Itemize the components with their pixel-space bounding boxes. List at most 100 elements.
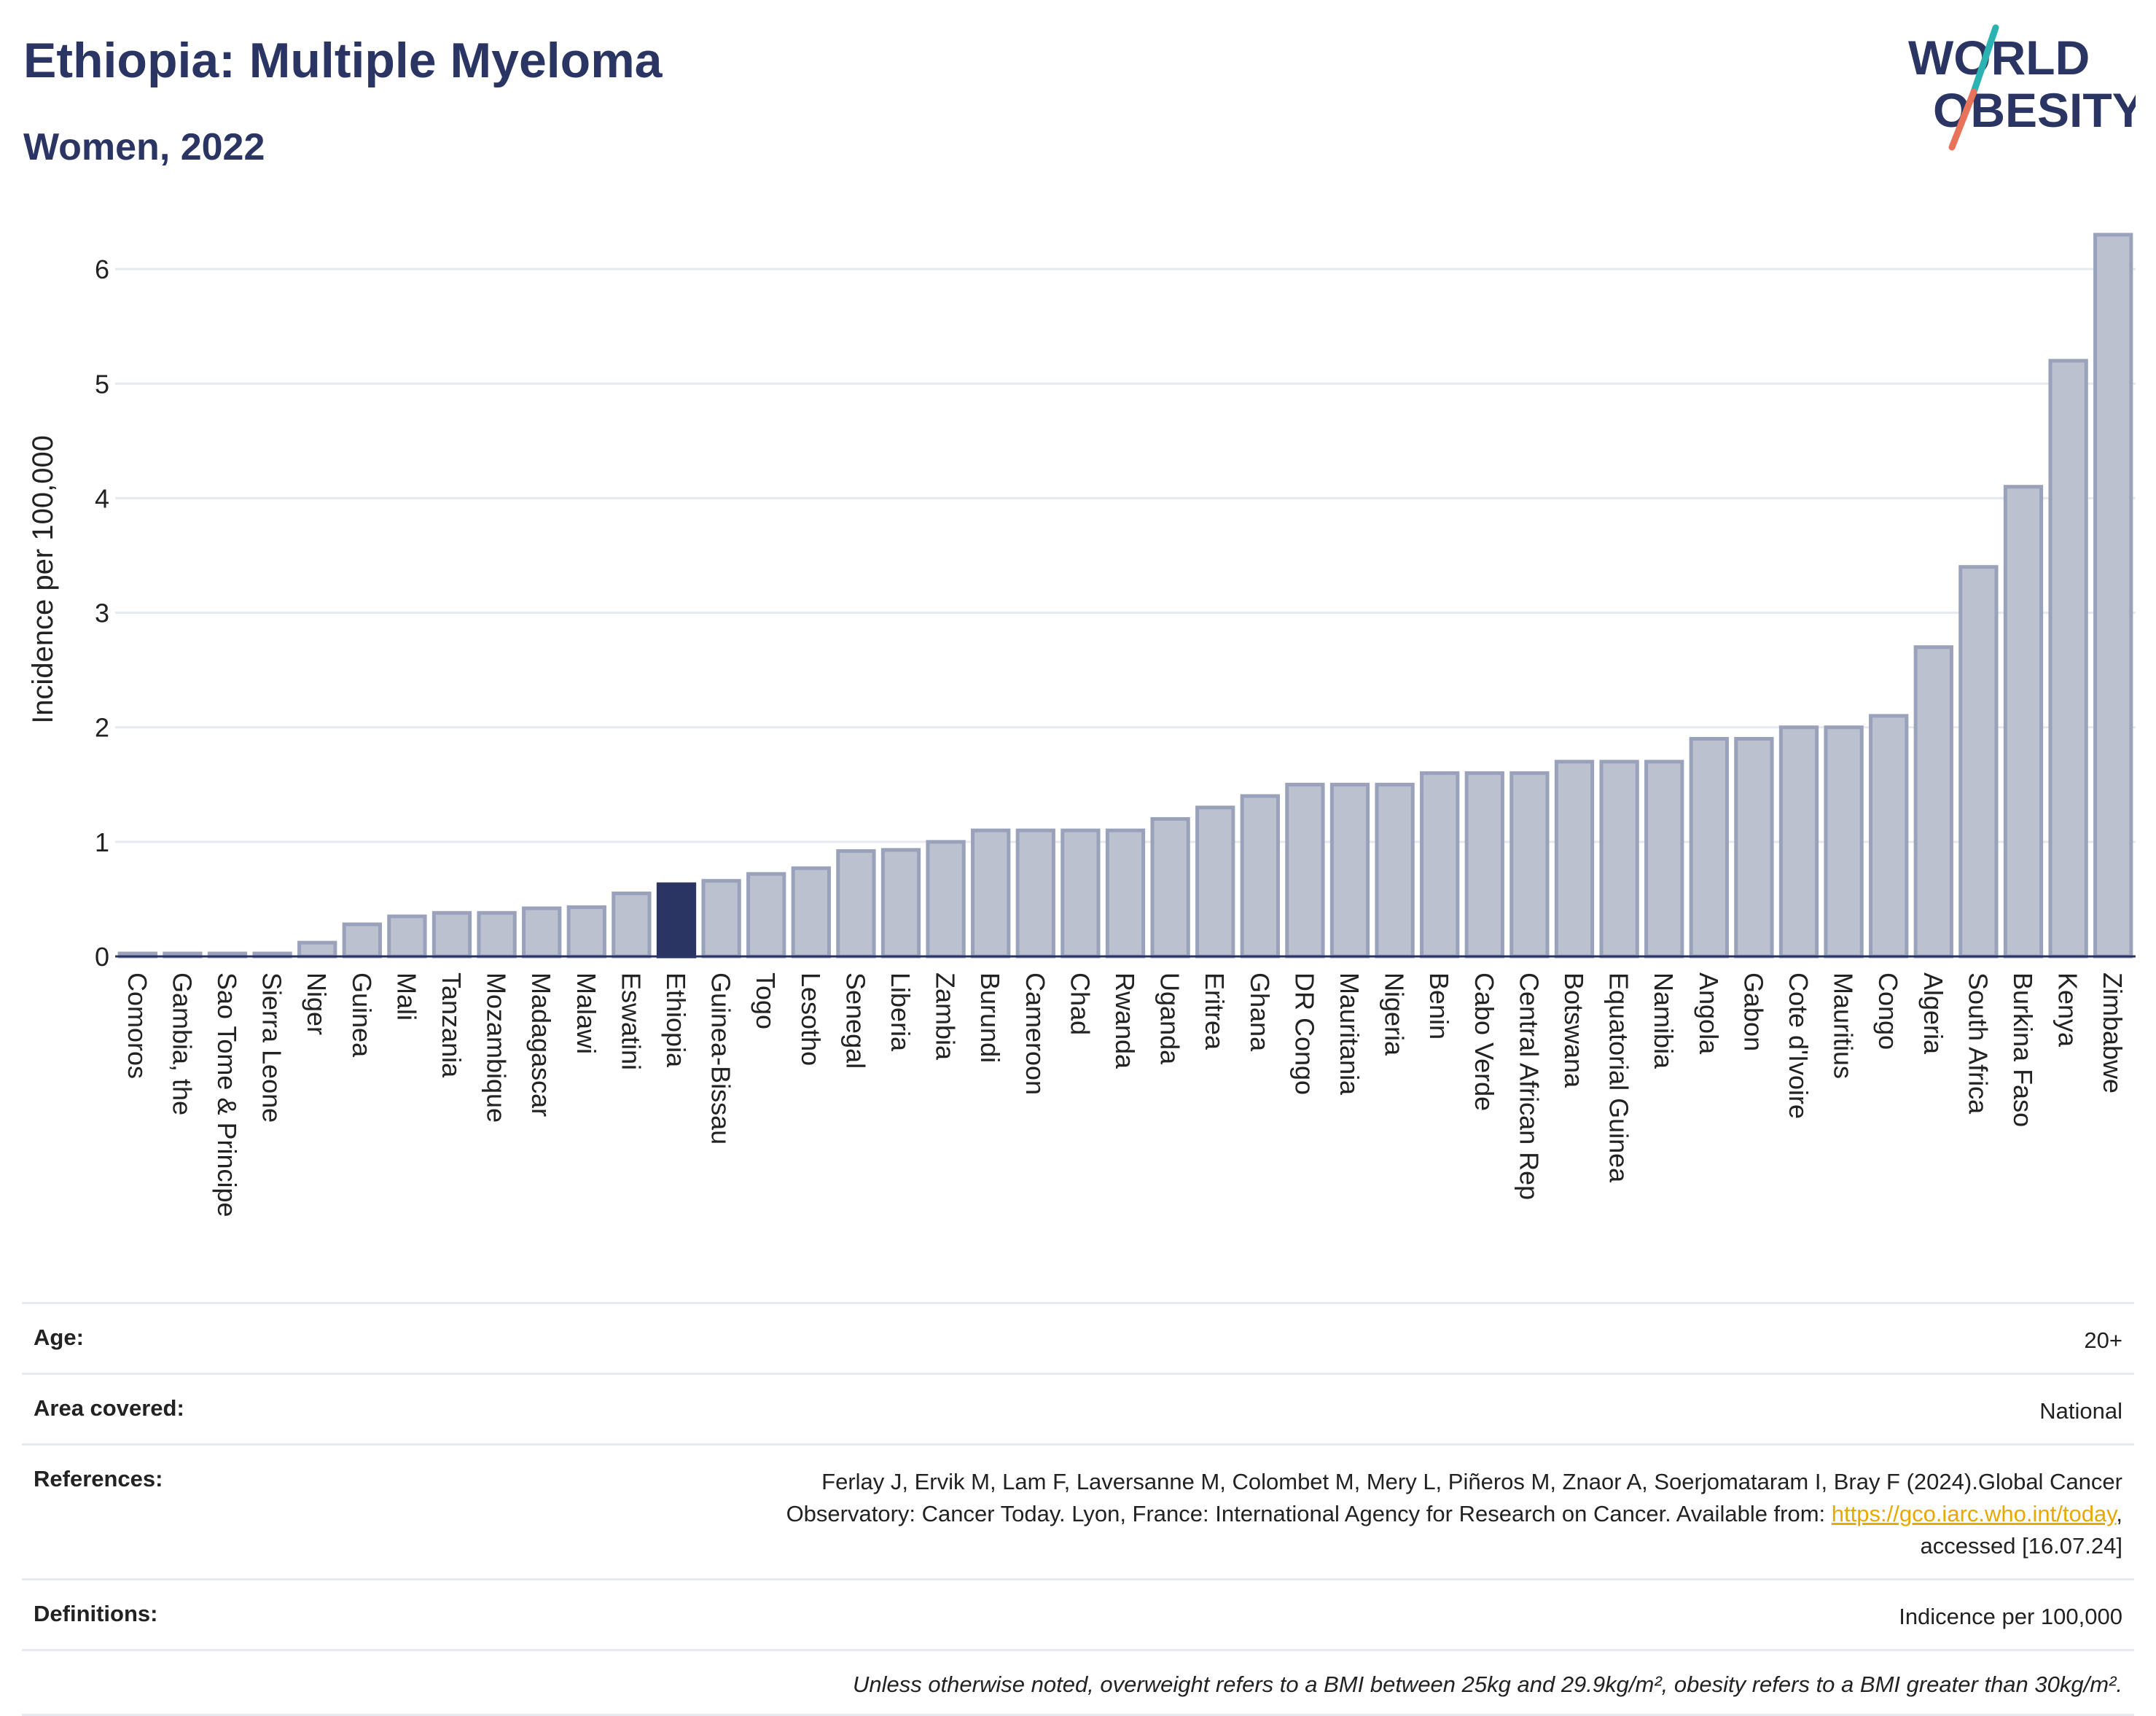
x-tick-label: Namibia	[1649, 972, 1679, 1069]
bar-ghana	[1240, 794, 1280, 959]
bar-central-african-rep	[1509, 771, 1550, 959]
y-tick-label: 6	[95, 254, 109, 284]
references-value: Ferlay J, Ervik M, Lam F, Laversanne M, …	[786, 1466, 2122, 1562]
y-tick-label: 0	[95, 942, 109, 972]
info-row-definitions: Definitions: Indicence per 100,000	[22, 1578, 2134, 1649]
bar-uganda	[1150, 816, 1190, 959]
references-accessed: accessed [16.07.24]	[1920, 1533, 2122, 1559]
bar-equatorial-guinea	[1599, 760, 1639, 959]
x-tick-label: Guinea-Bissau	[706, 972, 736, 1144]
bar-namibia	[1644, 760, 1684, 959]
bar-burkina-faso	[2003, 485, 2044, 959]
x-tick-label: Ghana	[1245, 972, 1275, 1052]
x-tick-label: Ethiopia	[661, 972, 691, 1068]
x-tick-label: Kenya	[2053, 972, 2083, 1048]
bar-cote-d-ivoire	[1778, 725, 1819, 959]
area-value: National	[2039, 1398, 2122, 1424]
info-row-age: Age: 20+	[22, 1302, 2134, 1373]
x-tick-label: Sierra Leone	[257, 972, 287, 1123]
bar-guinea-bissau	[701, 878, 741, 959]
bar-cameroon	[1015, 828, 1055, 959]
bmi-note: Unless otherwise noted, overweight refer…	[852, 1672, 2122, 1697]
bar-dr-congo	[1285, 782, 1325, 959]
bar-niger	[297, 940, 337, 959]
bar-mozambique	[477, 910, 517, 959]
bar-ethiopia	[656, 882, 697, 959]
x-tick-label: Lesotho	[796, 972, 826, 1066]
x-axis-labels: Comoros Gambia, the Sao Tome & Principe Sie…	[122, 972, 2128, 1217]
world-obesity-logo: WORLD OBESITY	[1908, 24, 2136, 151]
definitions-value: Indicence per 100,000	[1899, 1604, 2122, 1629]
x-tick-label: Equatorial Guinea	[1604, 972, 1634, 1183]
bars	[115, 233, 2136, 959]
x-tick-label: Malawi	[571, 972, 601, 1054]
x-tick-label: Congo	[1873, 972, 1903, 1050]
age-label: Age:	[34, 1325, 84, 1350]
info-row-references: References: Ferlay J, Ervik M, Lam F, La…	[22, 1443, 2134, 1578]
bar-chart: 0 1 2 3 4 5 6 Comoros Gambia, the Sao Tome & Pri…	[27, 233, 2136, 1217]
y-tick-label: 2	[95, 713, 109, 743]
bar-guinea	[342, 922, 382, 959]
page-subtitle: Women, 2022	[23, 126, 265, 168]
x-tick-label: Togo	[751, 972, 781, 1029]
bar-chad	[1061, 828, 1101, 959]
x-tick-label: Cote d'Ivoire	[1784, 972, 1813, 1119]
bar-tanzania	[431, 910, 472, 959]
bar-kenya	[2048, 359, 2088, 959]
x-tick-label: Gambia, the	[167, 972, 197, 1115]
bar-mauritius	[1824, 725, 1864, 959]
bar-botswana	[1554, 760, 1595, 959]
x-tick-label: Comoros	[122, 972, 152, 1079]
x-tick-label: Mali	[391, 972, 421, 1021]
logo-slash-teal	[1970, 24, 1999, 95]
logo-word-world: WORLD	[1908, 31, 2090, 85]
y-axis-ticks: 0 1 2 3 4 5 6	[95, 254, 109, 972]
bar-zambia	[926, 840, 966, 959]
references-text-line2: Observatory: Cancer Today. Lyon, France:…	[786, 1501, 1832, 1526]
bar-mauritania	[1329, 782, 1370, 959]
x-tick-label: Senegal	[840, 972, 870, 1069]
bar-senegal	[836, 849, 876, 959]
x-tick-label: Nigeria	[1380, 972, 1410, 1056]
x-tick-label: Eritrea	[1200, 972, 1230, 1050]
bar-nigeria	[1375, 782, 1415, 959]
bar-burundi	[971, 828, 1011, 959]
x-tick-label: Mozambique	[482, 972, 512, 1123]
x-tick-label: Chad	[1065, 972, 1095, 1035]
x-tick-label: South Africa	[1963, 972, 1993, 1115]
x-tick-label: Cabo Verde	[1469, 972, 1499, 1111]
bar-cabo-verde	[1464, 771, 1504, 959]
x-tick-label: Burundi	[975, 972, 1005, 1063]
x-tick-label: Guinea	[347, 972, 377, 1058]
y-tick-label: 1	[95, 827, 109, 857]
x-tick-label: Zimbabwe	[2098, 972, 2128, 1093]
y-tick-label: 4	[95, 483, 109, 513]
y-tick-label: 3	[95, 598, 109, 628]
references-link[interactable]: https://gco.iarc.who.int/today	[1831, 1501, 2117, 1526]
info-row-area: Area covered: National	[22, 1373, 2134, 1443]
x-tick-label: Benin	[1424, 972, 1454, 1040]
bar-mali	[387, 914, 427, 959]
x-tick-label: Gabon	[1738, 972, 1768, 1051]
bar-rwanda	[1105, 828, 1146, 959]
x-tick-label: Mauritius	[1829, 972, 1859, 1079]
bar-algeria	[1913, 645, 1953, 959]
bar-togo	[746, 872, 786, 959]
bar-eritrea	[1195, 806, 1235, 959]
x-tick-label: Niger	[302, 972, 332, 1035]
references-label: References:	[34, 1466, 163, 1491]
bar-gabon	[1734, 736, 1774, 959]
info-table: Age: 20+ Area covered: National Referenc…	[22, 1302, 2134, 1716]
references-comma: ,	[2116, 1501, 2122, 1526]
x-tick-label: Algeria	[1918, 972, 1948, 1055]
y-axis-title: Incidence per 100,000	[27, 435, 59, 724]
bar-benin	[1420, 771, 1460, 959]
x-tick-label: Liberia	[886, 972, 915, 1052]
bar-eswatini	[612, 892, 652, 959]
info-row-note: Unless otherwise noted, overweight refer…	[22, 1649, 2134, 1716]
x-tick-label: Cameroon	[1020, 972, 1050, 1095]
x-tick-label: Eswatini	[616, 972, 646, 1070]
bar-angola	[1689, 736, 1729, 959]
x-tick-label: Mauritania	[1335, 972, 1364, 1096]
references-text-line1: Ferlay J, Ervik M, Lam F, Laversanne M, …	[821, 1469, 2122, 1494]
